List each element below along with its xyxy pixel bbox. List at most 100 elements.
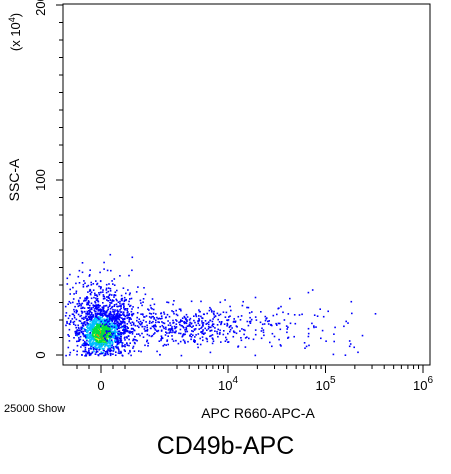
event-dot (211, 311, 213, 313)
event-dot (107, 344, 109, 347)
event-dot (125, 314, 128, 317)
event-dot (271, 324, 273, 327)
event-dot (307, 332, 310, 335)
event-dot (210, 334, 212, 337)
event-dot (104, 337, 106, 339)
event-dot (103, 318, 105, 320)
event-dot (163, 313, 166, 315)
event-dot (114, 335, 117, 337)
event-dot (94, 306, 97, 308)
event-dot (75, 312, 78, 314)
event-dot (74, 305, 76, 308)
event-dot (153, 324, 155, 327)
event-dot (120, 294, 123, 297)
event-dot (216, 324, 219, 326)
event-dot (189, 335, 191, 337)
event-dot (108, 347, 110, 349)
event-dot (174, 331, 177, 334)
event-dot (167, 324, 170, 326)
event-dot (72, 301, 74, 304)
y-tick-label-2: 200 (33, 0, 48, 16)
event-dot (105, 283, 108, 286)
event-dot (86, 318, 88, 320)
event-dot (109, 253, 112, 256)
event-dot (146, 330, 149, 332)
event-dot (92, 334, 94, 337)
event-dot (105, 322, 107, 324)
event-dot (184, 333, 186, 336)
event-dot (96, 338, 99, 341)
event-dot (92, 327, 94, 329)
event-dot (212, 340, 215, 342)
event-dot (210, 326, 212, 329)
event-dot (92, 315, 95, 317)
event-dot (81, 271, 84, 274)
event-dot (121, 354, 124, 357)
event-dot (89, 344, 92, 346)
event-dot (107, 341, 109, 344)
event-dot (66, 322, 68, 324)
event-dot (98, 292, 100, 294)
event-dot (231, 327, 233, 329)
event-dot (92, 289, 95, 291)
event-dot (184, 316, 186, 319)
event-dot (94, 345, 97, 347)
event-dot (150, 321, 153, 324)
event-dot (120, 332, 123, 334)
event-dot (82, 286, 85, 288)
event-dot (120, 350, 122, 353)
event-dot (97, 324, 100, 326)
event-dot (73, 316, 76, 319)
event-dot (64, 315, 67, 317)
event-dot (87, 284, 90, 287)
event-dot (211, 320, 214, 323)
event-dot (166, 301, 168, 303)
event-dot (75, 326, 77, 329)
event-dot (95, 304, 98, 307)
event-dot (126, 330, 128, 332)
event-dot (183, 322, 186, 325)
event-dot (73, 308, 75, 311)
event-dot (220, 321, 223, 323)
event-dot (220, 322, 223, 325)
event-dot (325, 340, 327, 342)
event-dot (98, 306, 100, 308)
event-dot (86, 336, 89, 338)
event-dot (275, 322, 277, 325)
event-dot (121, 317, 123, 319)
event-dot (126, 337, 128, 339)
event-dot (99, 271, 101, 274)
event-dot (115, 336, 117, 338)
event-dot (84, 355, 86, 357)
event-dot (67, 303, 69, 305)
event-dot (98, 313, 101, 316)
event-dot (187, 325, 190, 327)
event-dot (103, 295, 105, 298)
event-dot (104, 338, 107, 341)
event-dot (85, 343, 87, 346)
event-dot (225, 311, 228, 314)
event-dot (116, 337, 119, 339)
event-dot (182, 334, 184, 336)
event-dot (121, 345, 123, 348)
event-dot (176, 320, 178, 322)
event-dot (75, 318, 78, 321)
event-dot (91, 320, 94, 322)
event-dot (84, 343, 86, 346)
event-dot (254, 296, 257, 299)
event-dot (183, 340, 186, 343)
event-dot (110, 336, 112, 338)
event-dot (207, 321, 210, 323)
event-dot (307, 291, 310, 294)
event-dot (120, 326, 122, 329)
event-dot (96, 350, 99, 353)
event-dot (108, 318, 111, 321)
event-dot (202, 339, 204, 342)
event-dot (95, 294, 97, 296)
event-dot (212, 312, 215, 315)
event-dot (96, 308, 98, 310)
event-dot (260, 337, 263, 340)
event-dot (109, 328, 111, 330)
event-dot (145, 329, 147, 332)
